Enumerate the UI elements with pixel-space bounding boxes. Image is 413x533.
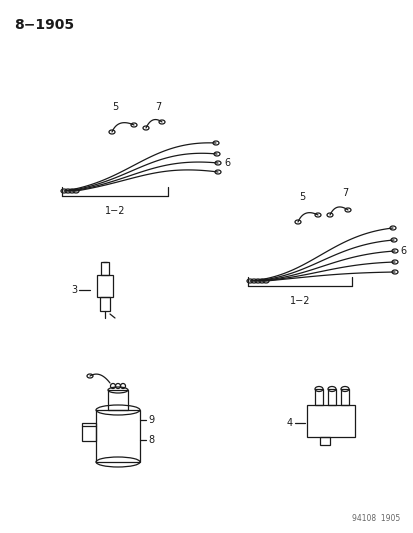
Text: 1−2: 1−2	[104, 206, 125, 216]
Text: 1−2: 1−2	[289, 296, 309, 306]
Bar	[108, 390, 128, 410]
Bar	[101, 262, 109, 275]
Text: 94108  1905: 94108 1905	[351, 514, 399, 523]
Text: 7: 7	[154, 102, 161, 112]
Bar	[97, 275, 113, 297]
Bar	[327, 389, 335, 405]
Text: 6: 6	[223, 158, 230, 168]
Bar	[306, 405, 354, 437]
Text: 7: 7	[341, 188, 347, 198]
Bar	[82, 423, 96, 441]
Text: 5: 5	[112, 102, 118, 112]
Bar	[100, 297, 110, 311]
Text: 3: 3	[71, 285, 77, 295]
Text: 8−1905: 8−1905	[14, 18, 74, 32]
Bar	[314, 389, 322, 405]
Bar	[319, 437, 329, 445]
Text: 6: 6	[399, 246, 405, 256]
Text: 8: 8	[147, 435, 154, 445]
Text: 9: 9	[147, 415, 154, 425]
Text: 4: 4	[286, 418, 292, 428]
Bar	[96, 410, 140, 462]
Text: 5: 5	[298, 192, 304, 202]
Bar	[340, 389, 348, 405]
